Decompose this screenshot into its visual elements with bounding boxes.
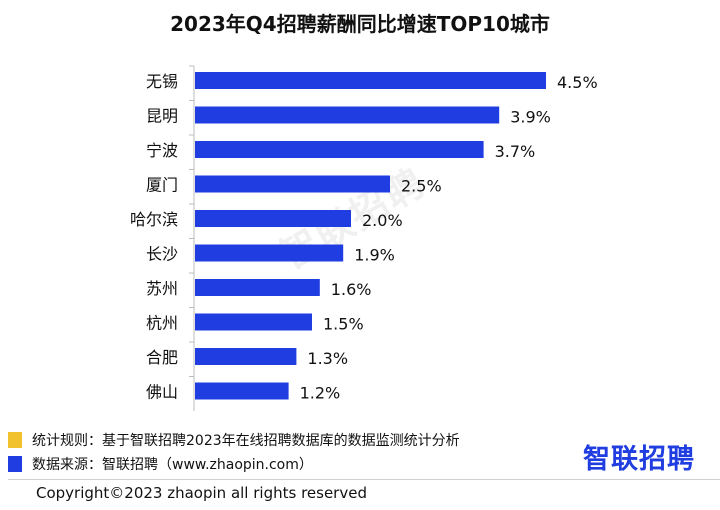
category-label-7: 杭州 (146, 314, 178, 333)
category-label-3: 厦门 (146, 176, 178, 195)
value-label-3: 2.5% (401, 177, 442, 196)
category-label-2: 宁波 (146, 141, 178, 160)
note-source: 数据来源： 智联招聘（www.zhaopin.com） (8, 452, 460, 476)
zhaopin-logo: 智联招聘 (583, 444, 695, 475)
note-rule-swatch (8, 432, 22, 448)
note-source-label: 数据来源： (32, 457, 102, 473)
bar-1 (195, 106, 500, 124)
note-rule: 统计规则： 基于智联招聘2023年在线招聘数据库的数据监测统计分析 (8, 428, 460, 452)
category-label-4: 哈尔滨 (130, 210, 178, 229)
value-label-1: 3.9% (510, 108, 551, 127)
category-label-6: 苏州 (146, 279, 178, 298)
bar-9 (195, 382, 289, 400)
bar-chart: 无锡 4.5% 昆明 3.9% 宁波 3.7% 厦门 2.5% 哈尔滨 2.0% 长沙 1.9% 苏州 1… (130, 65, 598, 411)
chart-title: 2023年Q4招聘薪酬同比增速TOP10城市 (170, 12, 550, 36)
value-label-9: 1.2% (300, 384, 341, 403)
value-label-4: 2.0% (362, 211, 403, 230)
category-label-5: 长沙 (146, 245, 178, 264)
note-source-swatch (8, 456, 22, 472)
bar-7 (195, 313, 312, 331)
copyright-text: Copyright©2023 zhaopin all rights reserv… (36, 484, 367, 502)
notes: 统计规则： 基于智联招聘2023年在线招聘数据库的数据监测统计分析 数据来源： … (8, 428, 460, 476)
bar-3 (195, 175, 390, 193)
category-label-0: 无锡 (146, 72, 178, 91)
value-label-5: 1.9% (354, 246, 395, 265)
value-label-0: 4.5% (557, 73, 598, 92)
bar-8 (195, 348, 297, 365)
note-rule-text: 基于智联招聘2023年在线招聘数据库的数据监测统计分析 (102, 433, 460, 449)
bar-4 (195, 210, 351, 227)
bar-0 (195, 72, 546, 89)
value-label-2: 3.7% (495, 142, 536, 161)
footer-divider (8, 479, 720, 480)
value-label-7: 1.5% (323, 315, 364, 334)
category-label-9: 佛山 (146, 383, 178, 402)
value-label-8: 1.3% (307, 349, 348, 368)
category-label-8: 合肥 (146, 348, 178, 367)
category-label-1: 昆明 (146, 107, 178, 126)
bar-2 (195, 141, 484, 158)
note-rule-label: 统计规则： (32, 433, 102, 449)
note-source-text: 智联招聘（www.zhaopin.com） (102, 457, 313, 473)
bar-6 (195, 279, 320, 296)
bar-5 (195, 244, 344, 262)
value-label-6: 1.6% (331, 280, 372, 299)
